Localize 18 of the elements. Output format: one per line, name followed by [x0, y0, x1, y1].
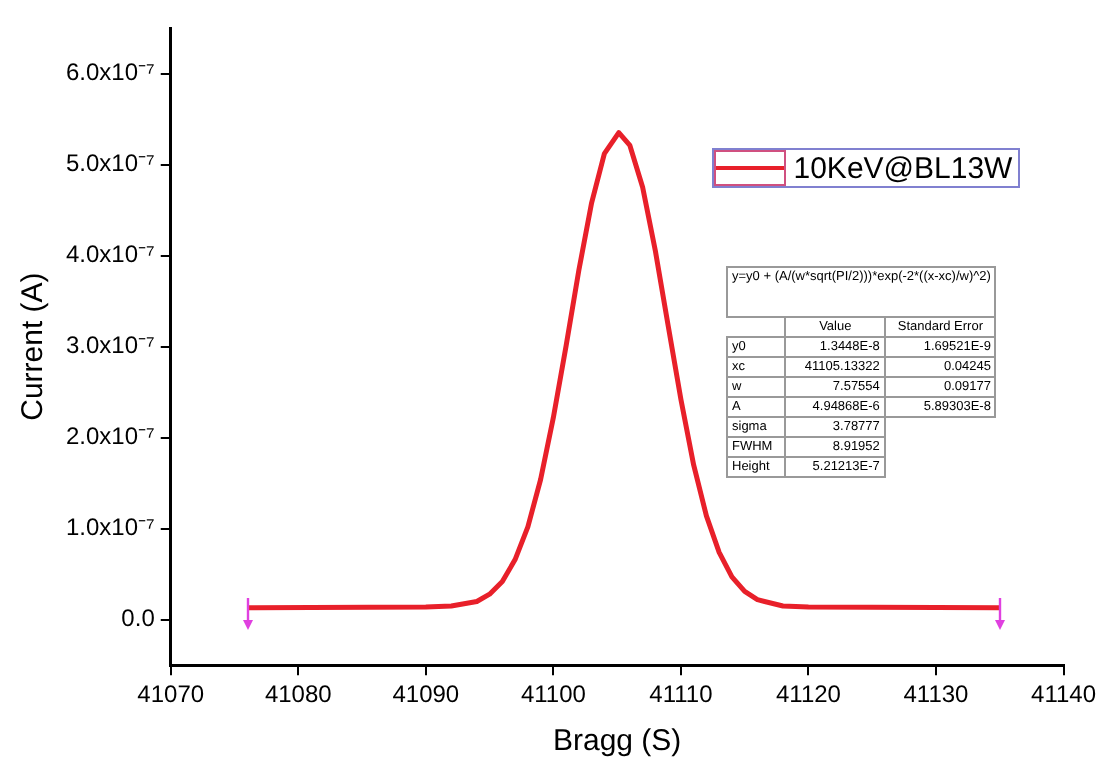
x-tick-label: 41080 [264, 680, 333, 709]
y-tick-label: 2.0x10⁻⁷ [65, 422, 155, 451]
x-tick-label: 41140 [1031, 680, 1097, 709]
y-tick-label: 5.0x10⁻⁷ [65, 149, 155, 178]
x-tick-label: 41100 [520, 680, 587, 709]
x-tick-label: 41090 [392, 680, 460, 709]
x-axis-title: Bragg (S) [552, 724, 682, 759]
y-tick-label: 0.0 [121, 604, 156, 633]
y-tick-label: 1.0x10⁻⁷ [65, 513, 155, 542]
y-tick-label: 3.0x10⁻⁷ [65, 331, 155, 360]
x-tick-label: 41070 [137, 680, 205, 709]
y-tick-label: 6.0x10⁻⁷ [65, 58, 155, 87]
y-axis-title: Current (A) [16, 272, 51, 421]
y-tick-label: 4.0x10⁻⁷ [65, 240, 155, 269]
x-tick-label: 41130 [903, 680, 970, 709]
legend-label: 10KeV@BL13W [793, 151, 1013, 185]
x-tick-label: 41120 [775, 680, 842, 709]
x-tick-label: 41110 [649, 680, 714, 709]
